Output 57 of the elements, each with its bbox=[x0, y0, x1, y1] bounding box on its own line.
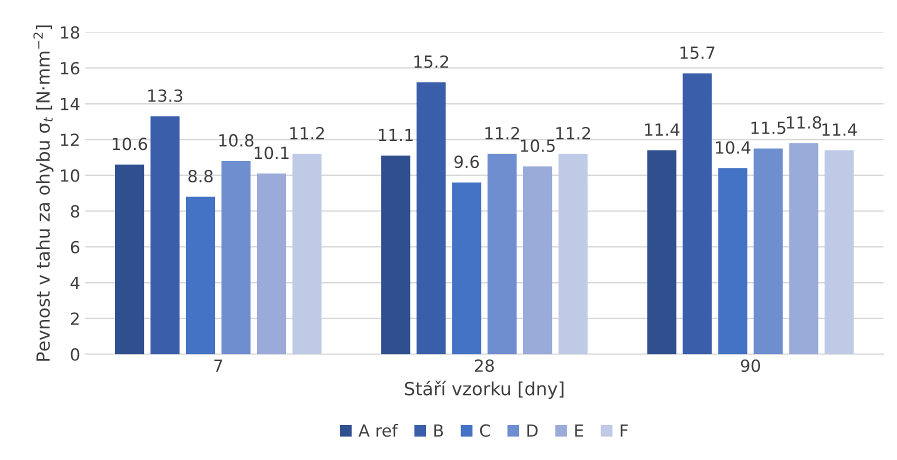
y-tick-label: 14 bbox=[60, 98, 80, 110]
bar bbox=[682, 73, 712, 354]
bar bbox=[754, 148, 783, 354]
bar bbox=[452, 182, 482, 354]
bar bbox=[381, 156, 410, 354]
data-label: 11.4 bbox=[822, 124, 857, 136]
y-tick-label: 4 bbox=[70, 276, 80, 289]
bar bbox=[647, 150, 676, 354]
data-label: 11.1 bbox=[378, 128, 413, 142]
data-label: 13.3 bbox=[148, 89, 182, 102]
x-tick-label: 90 bbox=[740, 359, 760, 372]
bar bbox=[488, 154, 517, 354]
y-tick-label: 6 bbox=[70, 240, 80, 254]
data-label: 11.2 bbox=[290, 126, 324, 140]
y-axis-title: Pevnost v tahu za ohybu σ$_{t}$ [N·mm$^{−2}$] bbox=[33, 25, 54, 361]
data-label: 11.2 bbox=[556, 126, 590, 140]
data-label: 15.2 bbox=[414, 55, 448, 68]
legend-label: F bbox=[620, 424, 628, 437]
bar bbox=[292, 154, 322, 354]
data-label: 10.5 bbox=[520, 139, 555, 152]
bar bbox=[523, 166, 552, 354]
bar bbox=[186, 196, 216, 354]
data-label: 11.5 bbox=[752, 122, 786, 134]
data-label: 11.8 bbox=[786, 116, 822, 129]
legend-label: A ref bbox=[358, 424, 398, 437]
y-tick-label: 2 bbox=[70, 312, 79, 325]
bar bbox=[115, 164, 144, 354]
y-tick-label: 10 bbox=[60, 169, 80, 182]
data-label: 15.7 bbox=[680, 46, 714, 60]
bar bbox=[718, 168, 748, 354]
y-tick-label: 12 bbox=[60, 133, 79, 146]
bar bbox=[558, 154, 588, 354]
x-tick-label: 7 bbox=[214, 360, 222, 372]
data-label: 9.6 bbox=[454, 156, 479, 168]
bar bbox=[416, 82, 446, 354]
bar bbox=[824, 150, 854, 354]
x-axis-title: Stáří vzorku [dny] bbox=[404, 380, 564, 399]
data-label: 11.2 bbox=[485, 126, 520, 140]
x-tick-label: 28 bbox=[474, 359, 494, 372]
data-label: 10.1 bbox=[254, 146, 289, 160]
data-label: 8.8 bbox=[188, 170, 213, 182]
legend-label: C bbox=[480, 424, 490, 437]
y-tick-label: 8 bbox=[70, 205, 80, 218]
bar bbox=[221, 161, 251, 354]
data-label: 10.4 bbox=[716, 141, 750, 154]
legend-label: D bbox=[527, 424, 538, 437]
y-tick-label: 16 bbox=[60, 62, 80, 75]
legend-label: E bbox=[575, 424, 584, 437]
data-label: 11.4 bbox=[645, 124, 680, 136]
legend-label: B bbox=[434, 424, 443, 437]
data-label: 10.8 bbox=[219, 134, 254, 147]
y-tick-label: 18 bbox=[60, 26, 80, 39]
bar bbox=[256, 174, 286, 354]
data-label: 10.6 bbox=[112, 138, 148, 150]
bar bbox=[150, 116, 180, 354]
bar bbox=[789, 143, 818, 354]
y-tick-label: 0 bbox=[70, 348, 80, 361]
